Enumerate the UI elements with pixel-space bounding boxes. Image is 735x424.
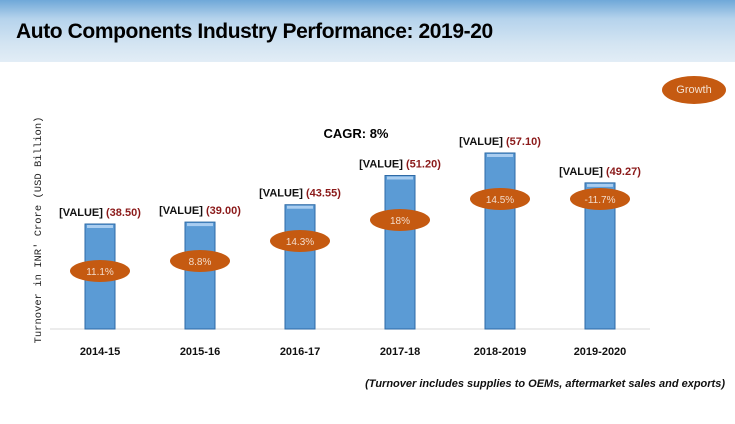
y-axis-label: Turnover in INR' Crore (USD Billion)	[33, 117, 45, 344]
value-label: [VALUE] (49.27)	[559, 166, 641, 178]
growth-marker	[370, 209, 430, 231]
bar-highlight	[287, 205, 313, 209]
value-label-number: (51.20)	[406, 159, 441, 171]
footnote: (Turnover includes supplies to OEMs, aft…	[365, 378, 725, 390]
growth-label: 11.1%	[86, 267, 114, 278]
value-label-number: (43.55)	[306, 188, 341, 200]
growth-marker	[570, 188, 630, 210]
x-tick-label: 2019-2020	[574, 346, 627, 358]
bar-highlight	[387, 176, 413, 180]
bar	[284, 204, 316, 330]
x-tick-label: 2014-15	[80, 346, 120, 358]
value-label: [VALUE] (51.20)	[359, 159, 441, 171]
growth-marker	[270, 230, 330, 252]
page-title: Auto Components Industry Performance: 20…	[16, 20, 493, 43]
value-label: [VALUE] (38.50)	[59, 207, 141, 219]
value-label-prefix: [VALUE]	[159, 205, 206, 217]
value-label-prefix: [VALUE]	[459, 136, 506, 148]
value-label-prefix: [VALUE]	[59, 207, 106, 219]
header-banner: Auto Components Industry Performance: 20…	[0, 0, 735, 62]
x-tick-label: 2017-18	[380, 346, 420, 358]
value-label: [VALUE] (43.55)	[259, 188, 341, 200]
bar-highlight	[487, 153, 513, 157]
value-label-number: (38.50)	[106, 207, 141, 219]
growth-label: 8.8%	[189, 257, 212, 268]
value-label-number: (49.27)	[606, 166, 641, 178]
value-label-prefix: [VALUE]	[259, 188, 306, 200]
x-tick-label: 2018-2019	[474, 346, 527, 358]
value-label-prefix: [VALUE]	[359, 159, 406, 171]
bar-highlight	[87, 225, 113, 228]
growth-label: 14.3%	[286, 237, 314, 248]
growth-marker	[70, 260, 130, 282]
cagr-annotation: CAGR: 8%	[323, 126, 388, 141]
growth-label: 18%	[390, 216, 410, 227]
value-label-prefix: [VALUE]	[559, 166, 606, 178]
growth-label: -11.7%	[585, 195, 616, 206]
value-label: [VALUE] (39.00)	[159, 205, 241, 217]
growth-marker	[470, 188, 530, 210]
bar-highlight	[187, 223, 213, 227]
bar	[384, 175, 416, 330]
x-tick-label: 2016-17	[280, 346, 320, 358]
value-label-number: (39.00)	[206, 205, 241, 217]
bar	[184, 221, 216, 330]
bar	[484, 152, 516, 330]
value-label: [VALUE] (57.10)	[459, 136, 541, 148]
growth-marker	[170, 250, 230, 272]
x-tick-label: 2015-16	[180, 346, 220, 358]
legend-growth: Growth	[662, 76, 726, 104]
value-label-number: (57.10)	[506, 136, 541, 148]
bar-highlight	[587, 183, 613, 187]
growth-label: 14.5%	[486, 195, 514, 206]
